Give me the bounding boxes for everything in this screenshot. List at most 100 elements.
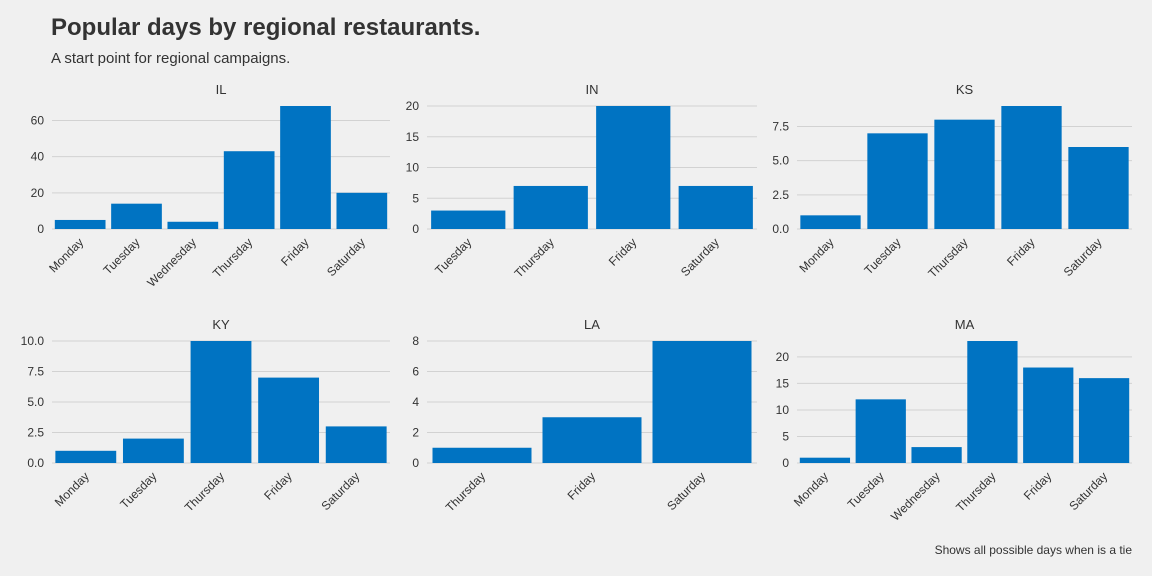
- y-tick-label: 0.0: [27, 456, 44, 470]
- y-tick-label: 8: [412, 334, 419, 348]
- y-tick-label: 15: [776, 376, 790, 390]
- x-tick-label: Tuesday: [845, 469, 887, 511]
- x-tick-label: Friday: [1021, 469, 1054, 502]
- x-tick-label: Thursday: [925, 235, 970, 280]
- x-tick-label: Friday: [565, 469, 598, 502]
- bar-monday: [800, 215, 861, 229]
- facet-panel-ks: KS 0.0 2.5 5.0 7.5 Monday Tuesday Thursday Frida…: [772, 82, 1132, 280]
- bar-tuesday: [111, 203, 162, 229]
- x-tick-label: Saturday: [1066, 469, 1110, 513]
- x-tick-label: Saturday: [678, 235, 722, 279]
- x-tick-label: Saturday: [318, 469, 362, 513]
- y-tick-label: 15: [406, 130, 420, 144]
- x-tick-label: Thursday: [443, 469, 488, 514]
- x-tick-label: Thursday: [953, 469, 998, 514]
- bar-saturday: [652, 341, 752, 463]
- y-tick-label: 10: [406, 161, 420, 175]
- bar-friday: [1023, 367, 1074, 463]
- bar-friday: [280, 106, 331, 229]
- x-tick-label: Friday: [1004, 235, 1037, 268]
- x-tick-label: Tuesday: [100, 235, 142, 277]
- chart-title: Popular days by regional restaurants.: [51, 14, 481, 41]
- bar-tuesday: [855, 399, 906, 463]
- y-tick-label: 5: [782, 429, 789, 443]
- y-tick-label: 10: [776, 403, 790, 417]
- x-tick-label: Saturday: [324, 235, 368, 279]
- y-tick-label: 7.5: [27, 365, 44, 379]
- facet-title: IN: [586, 82, 599, 97]
- x-tick-label: Saturday: [1061, 235, 1105, 279]
- x-tick-label: Wednesday: [144, 235, 199, 290]
- y-tick-label: 2: [412, 426, 419, 440]
- facet-panel-la: LA 0 2 4 6 8 Thursday Friday Saturday: [412, 317, 757, 514]
- bar-tuesday: [122, 438, 184, 463]
- facet-panel-in: IN 0 5 10 15 20 Tuesday Thursday Friday Saturday: [406, 82, 757, 280]
- facet-title: KY: [212, 317, 230, 332]
- x-tick-label: Wednesday: [888, 469, 943, 524]
- x-tick-label: Monday: [46, 235, 86, 275]
- bar-thursday: [432, 447, 532, 463]
- y-tick-label: 2.5: [772, 188, 789, 202]
- bar-monday: [55, 450, 117, 463]
- y-tick-label: 60: [31, 113, 45, 127]
- facet-title: IL: [216, 82, 227, 97]
- bar-friday: [258, 377, 320, 463]
- y-tick-label: 40: [31, 150, 45, 164]
- x-tick-label: Tuesday: [117, 469, 159, 511]
- bar-thursday: [967, 341, 1018, 463]
- y-tick-label: 0: [412, 456, 419, 470]
- x-tick-label: Thursday: [512, 235, 557, 280]
- x-tick-label: Friday: [261, 469, 294, 502]
- bar-thursday: [223, 151, 275, 229]
- bar-thursday: [513, 185, 588, 229]
- y-tick-label: 0: [782, 456, 789, 470]
- bar-tuesday: [431, 210, 506, 229]
- x-tick-label: Tuesday: [432, 235, 474, 277]
- chart-caption: Shows all possible days when is a tie: [934, 543, 1132, 557]
- y-tick-label: 7.5: [772, 120, 789, 134]
- bar-friday: [596, 106, 671, 229]
- y-tick-label: 20: [31, 186, 45, 200]
- facet-title: LA: [584, 317, 600, 332]
- facet-panel-ma: MA 0 5 10 15 20 Monday Tuesday Wednesday Thursday…: [776, 317, 1132, 524]
- x-tick-label: Friday: [278, 235, 311, 268]
- y-tick-label: 0: [37, 222, 44, 236]
- y-tick-label: 0: [412, 222, 419, 236]
- bar-saturday: [678, 185, 753, 229]
- bar-saturday: [336, 192, 388, 229]
- bar-thursday: [934, 119, 995, 229]
- x-tick-label: Monday: [52, 469, 92, 509]
- y-tick-label: 5.0: [27, 395, 44, 409]
- y-tick-label: 20: [776, 350, 790, 364]
- x-tick-label: Thursday: [182, 469, 227, 514]
- y-tick-label: 2.5: [27, 426, 44, 440]
- facet-panel-ky: KY 0.0 2.5 5.0 7.5 10.0 Monday Tuesday Thursday F…: [21, 317, 390, 514]
- y-tick-label: 10.0: [21, 334, 45, 348]
- bar-monday: [54, 219, 106, 229]
- x-tick-label: Thursday: [210, 235, 255, 280]
- bar-friday: [542, 417, 642, 463]
- x-tick-label: Tuesday: [861, 235, 903, 277]
- x-tick-label: Friday: [606, 235, 639, 268]
- bar-saturday: [1068, 147, 1129, 229]
- bar-saturday: [1078, 378, 1130, 463]
- x-tick-label: Monday: [791, 469, 831, 509]
- y-tick-label: 5: [412, 191, 419, 205]
- y-tick-label: 5.0: [772, 154, 789, 168]
- bar-wednesday: [911, 447, 962, 463]
- bar-saturday: [325, 426, 387, 463]
- facet-panel-il: IL 0 20 40 60 Monday Tuesday Wednesday Thursday F…: [31, 82, 390, 290]
- y-tick-label: 6: [412, 365, 419, 379]
- bar-tuesday: [867, 133, 928, 229]
- bar-friday: [1001, 106, 1062, 229]
- y-tick-label: 4: [412, 395, 419, 409]
- y-tick-label: 20: [406, 99, 420, 113]
- x-tick-label: Monday: [797, 235, 837, 275]
- bar-thursday: [190, 341, 252, 463]
- x-tick-label: Saturday: [664, 469, 708, 513]
- bar-wednesday: [167, 221, 219, 229]
- facet-title: KS: [956, 82, 974, 97]
- y-tick-label: 0.0: [772, 222, 789, 236]
- facet-title: MA: [955, 317, 975, 332]
